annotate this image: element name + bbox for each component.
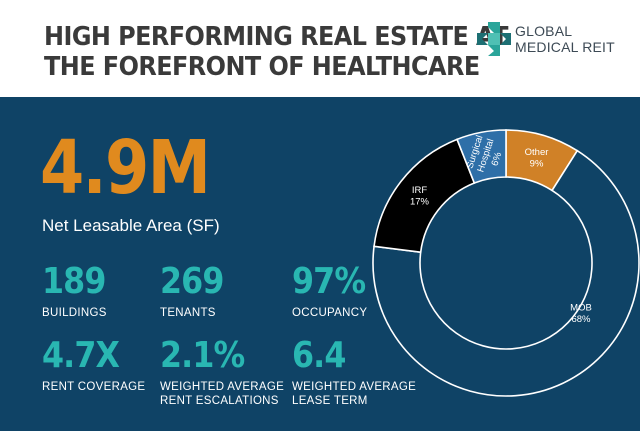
metric-rent-escalations: 2.1% WEIGHTED AVERAGE RENT ESCALATIONS [160, 336, 284, 408]
metric-label: RENT COVERAGE [42, 381, 146, 393]
metric-label: TENANTS [160, 307, 216, 319]
headline-line-2: THE FOREFRONT OF HEALTHCARE [44, 52, 480, 82]
metric-label: WEIGHTED AVERAGE [160, 381, 285, 393]
metric-value: 189 [42, 261, 106, 302]
medical-cross-logo-icon [477, 22, 511, 56]
metric-lease-term: 6.4 WEIGHTED AVERAGE LEASE TERM [292, 336, 416, 408]
donut-label-line: MOB [570, 302, 592, 313]
metric-label-2: LEASE TERM [292, 395, 368, 407]
donut-slice-surgical [456, 129, 507, 185]
hero-value: 4.9M [40, 125, 211, 211]
donut-label-line: 9% [530, 159, 544, 170]
logo-line-1: GLOBAL [515, 23, 573, 39]
metric-tenants: 269 TENANTS [160, 262, 232, 320]
metric-label: OCCUPANCY [292, 307, 368, 319]
metric-label-2: RENT ESCALATIONS [160, 395, 279, 407]
donut-label-mob: MOB 68% [570, 302, 592, 325]
metric-value: 2.1% [160, 335, 245, 376]
hero-label: Net Leasable Area (SF) [42, 216, 220, 235]
metric-buildings: 189 BUILDINGS [42, 262, 114, 320]
metric-value: 269 [160, 261, 224, 302]
donut-label-surgical: SurgicalHospital6% [464, 134, 507, 177]
donut-slice-mob [372, 149, 640, 397]
donut-label-line: 6% [490, 150, 505, 167]
donut-label-line: IRF [412, 185, 428, 196]
logo-line-2: MEDICAL REIT [515, 39, 615, 55]
logo-text: GLOBAL MEDICAL REIT [515, 23, 615, 55]
company-logo: GLOBAL MEDICAL REIT [477, 22, 627, 62]
donut-label-irf: IRF 17% [410, 185, 430, 208]
metric-value: 4.7X [42, 335, 120, 376]
metric-value: 6.4 [292, 335, 346, 376]
donut-label-line: 68% [571, 314, 591, 325]
metric-value: 97% [292, 261, 366, 302]
metric-occupancy: 97% OCCUPANCY [292, 262, 375, 320]
header: HIGH PERFORMING REAL ESTATE AT THE FOREF… [0, 0, 640, 97]
metric-label: BUILDINGS [42, 307, 107, 319]
donut-label-line: Other [525, 147, 549, 158]
donut-label-other: Other 9% [525, 147, 549, 170]
donut-label-line: 17% [410, 197, 430, 208]
metric-label: WEIGHTED AVERAGE [292, 381, 417, 393]
metric-rent-coverage: 4.7X RENT COVERAGE [42, 336, 145, 394]
